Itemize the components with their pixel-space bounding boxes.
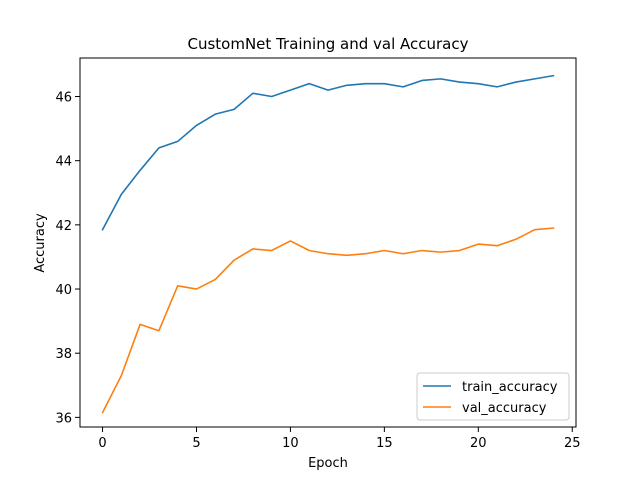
chart-title: CustomNet Training and val Accuracy [188, 35, 469, 53]
x-axis: 0 5 10 15 20 25 [98, 427, 581, 451]
y-axis-label: Accuracy [33, 213, 48, 273]
x-tick-label: 15 [376, 436, 393, 451]
series-layer [101, 74, 555, 414]
x-tick-label: 20 [470, 436, 487, 451]
legend-label-train-accuracy: train_accuracy [462, 380, 558, 395]
y-tick-label: 44 [55, 155, 72, 170]
y-tick-label: 46 [55, 91, 72, 106]
y-tick-label: 40 [55, 283, 72, 298]
series-line-val-accuracy [101, 227, 555, 414]
y-tick-label: 36 [55, 411, 72, 426]
x-tick-label: 10 [282, 436, 299, 451]
legend: train_accuracy val_accuracy [416, 372, 570, 421]
legend-box [416, 372, 570, 421]
series-line-train-accuracy [101, 74, 555, 231]
x-tick-label: 0 [98, 436, 106, 451]
y-axis: 36 38 40 42 44 46 [55, 91, 80, 426]
x-axis-label: Epoch [308, 456, 348, 471]
y-tick-label: 42 [55, 219, 72, 234]
x-tick-label: 25 [564, 436, 581, 451]
y-tick-label: 38 [55, 347, 72, 362]
plot-area-frame [79, 57, 577, 428]
x-tick-label: 5 [192, 436, 200, 451]
legend-label-val-accuracy: val_accuracy [462, 401, 547, 416]
